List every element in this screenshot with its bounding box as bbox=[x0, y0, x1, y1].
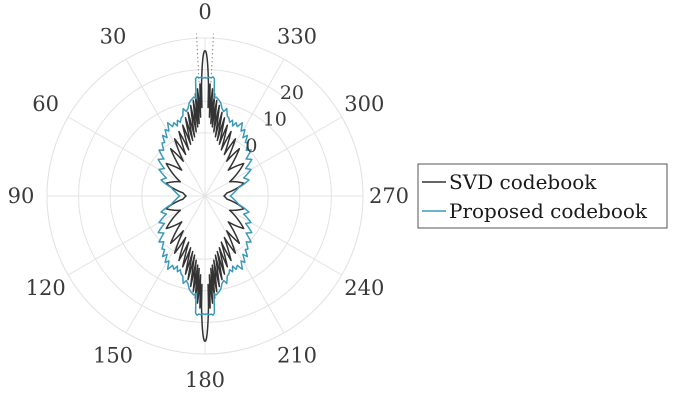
grid-spoke bbox=[67, 116, 206, 197]
axis-labels: 0 30 60 90 120 150 180 210 240 270 300 330 0 10 20 bbox=[8, 0, 409, 392]
reference-lines bbox=[195, 33, 215, 83]
grid-spoke bbox=[67, 195, 206, 276]
legend-label-proposed: Proposed codebook bbox=[449, 199, 648, 223]
radial-tick-label: 20 bbox=[280, 82, 304, 104]
reference-line bbox=[195, 33, 200, 83]
series-line-proposed bbox=[157, 76, 253, 316]
radial-tick-label: 0 bbox=[245, 135, 257, 157]
angle-tick-label: 0 bbox=[198, 0, 211, 24]
polar-grid bbox=[46, 37, 364, 355]
radial-tick-label: 10 bbox=[263, 108, 287, 130]
angle-tick-label: 90 bbox=[8, 184, 35, 208]
grid-spoke bbox=[125, 58, 206, 197]
grid-spoke bbox=[204, 58, 285, 197]
angle-tick-label: 180 bbox=[185, 368, 225, 392]
grid-spoke bbox=[204, 195, 285, 334]
legend-box bbox=[417, 163, 668, 229]
angle-tick-label: 330 bbox=[277, 25, 317, 49]
legend-label-svd: SVD codebook bbox=[449, 170, 597, 194]
grid-spoke bbox=[204, 195, 343, 276]
angle-tick-label: 270 bbox=[369, 184, 409, 208]
angle-tick-label: 210 bbox=[277, 343, 317, 367]
angle-tick-label: 30 bbox=[100, 25, 127, 49]
legend: SVD codebook Proposed codebook bbox=[417, 163, 668, 229]
series-line-svd bbox=[165, 49, 245, 343]
angle-tick-label: 300 bbox=[344, 92, 384, 116]
grid-spoke bbox=[125, 195, 206, 334]
reference-line bbox=[210, 33, 215, 83]
angle-tick-label: 120 bbox=[26, 276, 66, 300]
grid-spoke bbox=[204, 116, 343, 197]
angle-tick-label: 60 bbox=[32, 92, 59, 116]
angle-tick-label: 150 bbox=[93, 343, 133, 367]
angle-tick-label: 240 bbox=[344, 276, 384, 300]
series-layer bbox=[157, 49, 253, 343]
